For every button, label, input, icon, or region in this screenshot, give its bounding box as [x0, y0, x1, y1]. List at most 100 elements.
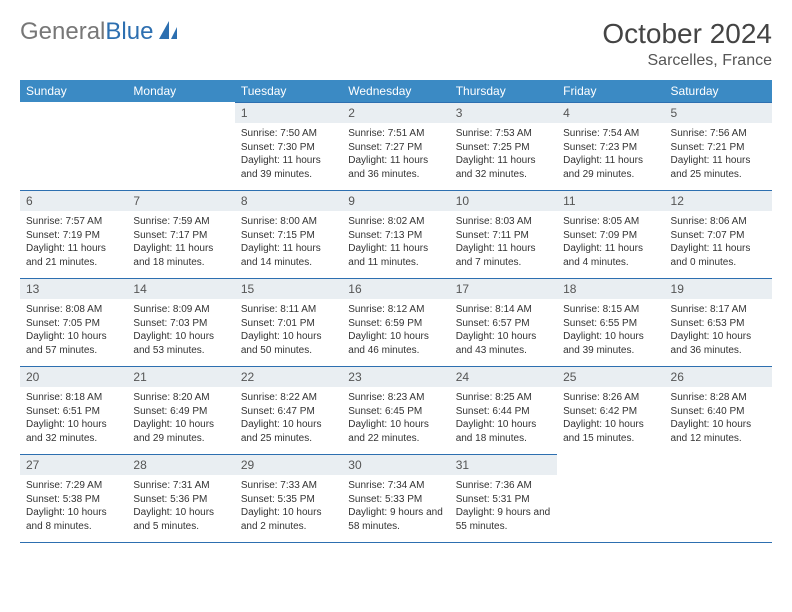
day-number: 25 [557, 366, 664, 387]
day-detail: Sunrise: 7:29 AMSunset: 5:38 PMDaylight:… [20, 475, 127, 537]
calendar-cell: 15Sunrise: 8:11 AMSunset: 7:01 PMDayligh… [235, 278, 342, 366]
day-detail: Sunrise: 8:05 AMSunset: 7:09 PMDaylight:… [557, 211, 664, 273]
day-number: 3 [450, 102, 557, 123]
calendar-row: 13Sunrise: 8:08 AMSunset: 7:05 PMDayligh… [20, 278, 772, 366]
day-number: 13 [20, 278, 127, 299]
calendar-cell: 2Sunrise: 7:51 AMSunset: 7:27 PMDaylight… [342, 102, 449, 190]
day-detail: Sunrise: 8:12 AMSunset: 6:59 PMDaylight:… [342, 299, 449, 361]
day-number: 26 [665, 366, 772, 387]
day-detail: Sunrise: 7:51 AMSunset: 7:27 PMDaylight:… [342, 123, 449, 185]
title-block: October 2024 Sarcelles, France [602, 18, 772, 70]
weekday-header: Sunday [20, 80, 127, 102]
day-detail: Sunrise: 7:33 AMSunset: 5:35 PMDaylight:… [235, 475, 342, 537]
day-detail: Sunrise: 7:54 AMSunset: 7:23 PMDaylight:… [557, 123, 664, 185]
day-detail: Sunrise: 8:25 AMSunset: 6:44 PMDaylight:… [450, 387, 557, 449]
calendar-cell: 21Sunrise: 8:20 AMSunset: 6:49 PMDayligh… [127, 366, 234, 454]
calendar-cell: 10Sunrise: 8:03 AMSunset: 7:11 PMDayligh… [450, 190, 557, 278]
day-number: 5 [665, 102, 772, 123]
day-number: 2 [342, 102, 449, 123]
day-number: 4 [557, 102, 664, 123]
day-number: 12 [665, 190, 772, 211]
day-number: 8 [235, 190, 342, 211]
day-detail: Sunrise: 8:22 AMSunset: 6:47 PMDaylight:… [235, 387, 342, 449]
calendar-cell: 1Sunrise: 7:50 AMSunset: 7:30 PMDaylight… [235, 102, 342, 190]
calendar-cell: 27Sunrise: 7:29 AMSunset: 5:38 PMDayligh… [20, 454, 127, 542]
calendar-cell: 5Sunrise: 7:56 AMSunset: 7:21 PMDaylight… [665, 102, 772, 190]
day-number: 18 [557, 278, 664, 299]
day-number: 19 [665, 278, 772, 299]
day-detail: Sunrise: 8:14 AMSunset: 6:57 PMDaylight:… [450, 299, 557, 361]
day-number: 20 [20, 366, 127, 387]
calendar-cell: 17Sunrise: 8:14 AMSunset: 6:57 PMDayligh… [450, 278, 557, 366]
page-title: October 2024 [602, 18, 772, 50]
weekday-header: Wednesday [342, 80, 449, 102]
calendar-cell: 26Sunrise: 8:28 AMSunset: 6:40 PMDayligh… [665, 366, 772, 454]
calendar-cell: 30Sunrise: 7:34 AMSunset: 5:33 PMDayligh… [342, 454, 449, 542]
day-number: 14 [127, 278, 234, 299]
day-detail: Sunrise: 8:26 AMSunset: 6:42 PMDaylight:… [557, 387, 664, 449]
day-number: 28 [127, 454, 234, 475]
calendar-cell: 24Sunrise: 8:25 AMSunset: 6:44 PMDayligh… [450, 366, 557, 454]
calendar-cell: 16Sunrise: 8:12 AMSunset: 6:59 PMDayligh… [342, 278, 449, 366]
logo-text: GeneralBlue [20, 18, 153, 46]
day-detail: Sunrise: 8:15 AMSunset: 6:55 PMDaylight:… [557, 299, 664, 361]
day-detail: Sunrise: 8:09 AMSunset: 7:03 PMDaylight:… [127, 299, 234, 361]
calendar-cell: 6Sunrise: 7:57 AMSunset: 7:19 PMDaylight… [20, 190, 127, 278]
day-detail: Sunrise: 7:50 AMSunset: 7:30 PMDaylight:… [235, 123, 342, 185]
day-detail: Sunrise: 7:59 AMSunset: 7:17 PMDaylight:… [127, 211, 234, 273]
day-number: 22 [235, 366, 342, 387]
day-number: 7 [127, 190, 234, 211]
calendar-cell: 9Sunrise: 8:02 AMSunset: 7:13 PMDaylight… [342, 190, 449, 278]
calendar-cell: 11Sunrise: 8:05 AMSunset: 7:09 PMDayligh… [557, 190, 664, 278]
day-number: 9 [342, 190, 449, 211]
day-number: 31 [450, 454, 557, 475]
weekday-header: Thursday [450, 80, 557, 102]
calendar-cell [665, 454, 772, 542]
calendar-cell: 3Sunrise: 7:53 AMSunset: 7:25 PMDaylight… [450, 102, 557, 190]
day-number: 30 [342, 454, 449, 475]
day-detail: Sunrise: 7:56 AMSunset: 7:21 PMDaylight:… [665, 123, 772, 185]
day-number: 23 [342, 366, 449, 387]
calendar-cell: 13Sunrise: 8:08 AMSunset: 7:05 PMDayligh… [20, 278, 127, 366]
weekday-header: Saturday [665, 80, 772, 102]
day-detail: Sunrise: 8:02 AMSunset: 7:13 PMDaylight:… [342, 211, 449, 273]
location-label: Sarcelles, France [602, 52, 772, 70]
day-detail: Sunrise: 8:17 AMSunset: 6:53 PMDaylight:… [665, 299, 772, 361]
day-detail: Sunrise: 8:28 AMSunset: 6:40 PMDaylight:… [665, 387, 772, 449]
day-number: 15 [235, 278, 342, 299]
logo: GeneralBlue [20, 18, 179, 46]
day-number: 27 [20, 454, 127, 475]
calendar-cell [127, 102, 234, 190]
day-number: 21 [127, 366, 234, 387]
sail-icon [157, 19, 179, 46]
calendar-cell: 29Sunrise: 7:33 AMSunset: 5:35 PMDayligh… [235, 454, 342, 542]
logo-text-gray: General [20, 18, 105, 45]
day-detail: Sunrise: 8:03 AMSunset: 7:11 PMDaylight:… [450, 211, 557, 273]
day-detail: Sunrise: 7:57 AMSunset: 7:19 PMDaylight:… [20, 211, 127, 273]
calendar-cell: 8Sunrise: 8:00 AMSunset: 7:15 PMDaylight… [235, 190, 342, 278]
calendar-cell: 7Sunrise: 7:59 AMSunset: 7:17 PMDaylight… [127, 190, 234, 278]
calendar-cell [557, 454, 664, 542]
calendar-cell: 4Sunrise: 7:54 AMSunset: 7:23 PMDaylight… [557, 102, 664, 190]
day-detail: Sunrise: 7:53 AMSunset: 7:25 PMDaylight:… [450, 123, 557, 185]
calendar-table: SundayMondayTuesdayWednesdayThursdayFrid… [20, 80, 772, 543]
calendar-cell: 25Sunrise: 8:26 AMSunset: 6:42 PMDayligh… [557, 366, 664, 454]
calendar-body: 1Sunrise: 7:50 AMSunset: 7:30 PMDaylight… [20, 102, 772, 542]
calendar-cell: 20Sunrise: 8:18 AMSunset: 6:51 PMDayligh… [20, 366, 127, 454]
weekday-header-row: SundayMondayTuesdayWednesdayThursdayFrid… [20, 80, 772, 102]
calendar-cell: 19Sunrise: 8:17 AMSunset: 6:53 PMDayligh… [665, 278, 772, 366]
day-detail: Sunrise: 8:00 AMSunset: 7:15 PMDaylight:… [235, 211, 342, 273]
day-detail: Sunrise: 8:06 AMSunset: 7:07 PMDaylight:… [665, 211, 772, 273]
calendar-cell: 22Sunrise: 8:22 AMSunset: 6:47 PMDayligh… [235, 366, 342, 454]
day-number: 17 [450, 278, 557, 299]
day-number: 16 [342, 278, 449, 299]
day-detail: Sunrise: 8:20 AMSunset: 6:49 PMDaylight:… [127, 387, 234, 449]
header: GeneralBlue October 2024 Sarcelles, Fran… [20, 18, 772, 70]
logo-text-blue: Blue [105, 18, 153, 45]
calendar-row: 27Sunrise: 7:29 AMSunset: 5:38 PMDayligh… [20, 454, 772, 542]
calendar-cell: 18Sunrise: 8:15 AMSunset: 6:55 PMDayligh… [557, 278, 664, 366]
day-detail: Sunrise: 8:18 AMSunset: 6:51 PMDaylight:… [20, 387, 127, 449]
calendar-cell: 31Sunrise: 7:36 AMSunset: 5:31 PMDayligh… [450, 454, 557, 542]
calendar-row: 6Sunrise: 7:57 AMSunset: 7:19 PMDaylight… [20, 190, 772, 278]
day-number: 10 [450, 190, 557, 211]
